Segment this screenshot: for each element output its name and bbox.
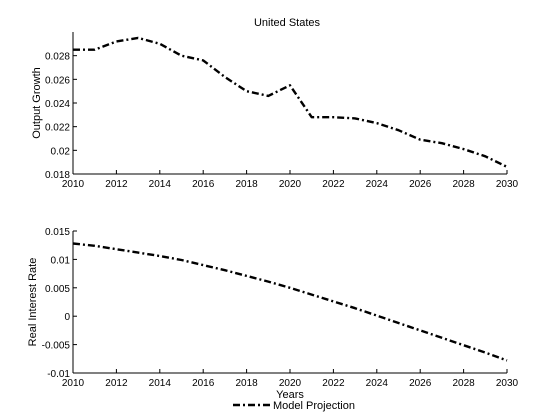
- data-point: [333, 117, 334, 118]
- data-point: [355, 308, 356, 309]
- y-tick-label: 0.026: [45, 75, 70, 86]
- data-point: [289, 85, 290, 86]
- data-point: [224, 76, 225, 77]
- data-point: [376, 123, 377, 124]
- data-point: [94, 49, 95, 50]
- output-growth-panel: 2010 2012 2014 2016 2018 2020 2022 2024 2026 2028…: [31, 32, 519, 190]
- data-point: [289, 287, 290, 288]
- series-line-model-projection: [72, 242, 508, 362]
- data-point: [485, 352, 486, 353]
- data-point: [116, 249, 117, 250]
- chart-title: United States: [254, 17, 321, 29]
- x-tick-label: 2028: [452, 179, 475, 190]
- x-tick-label: 2012: [105, 179, 128, 190]
- data-point: [398, 130, 399, 131]
- legend-label: Model Projection: [273, 400, 355, 412]
- y-axis-label: Output Growth: [31, 67, 43, 139]
- x-tick-label: 2016: [192, 378, 215, 389]
- data-point: [355, 118, 356, 119]
- data-point: [311, 117, 312, 118]
- legend: Model Projection: [233, 400, 355, 412]
- y-tick-label: 0.005: [45, 284, 70, 295]
- x-tick-label: 2010: [62, 179, 85, 190]
- data-point: [138, 37, 139, 38]
- data-point: [268, 281, 269, 282]
- data-point: [159, 255, 160, 256]
- x-tick-label: 2022: [322, 378, 345, 389]
- x-tick-label: 2014: [149, 179, 172, 190]
- y-tick-label: 0.015: [45, 227, 70, 238]
- x-tick-label: 2018: [235, 378, 258, 389]
- data-point: [441, 143, 442, 144]
- x-tick-label: 2014: [149, 378, 172, 389]
- data-point: [398, 322, 399, 323]
- data-point: [203, 264, 204, 265]
- y-tick-label: 0.018: [45, 170, 70, 181]
- x-tick-label: 2028: [452, 378, 475, 389]
- data-point: [159, 43, 160, 44]
- data-point: [138, 252, 139, 253]
- data-point: [420, 139, 421, 140]
- y-tick-label: 0.022: [45, 123, 70, 134]
- data-point: [94, 245, 95, 246]
- data-point: [333, 301, 334, 302]
- data-point: [463, 149, 464, 150]
- y-tick-label: 0.01: [51, 255, 71, 266]
- data-point: [72, 49, 73, 50]
- x-tick-label: 2030: [496, 179, 519, 190]
- data-point: [181, 55, 182, 56]
- x-tick-label: 2016: [192, 179, 215, 190]
- x-tick-label: 2026: [409, 179, 432, 190]
- y-axis-label: Real Interest Rate: [27, 258, 39, 347]
- data-point: [441, 337, 442, 338]
- x-tick-label: 2024: [366, 179, 389, 190]
- y-tick-label: 0: [64, 312, 70, 323]
- series-line-model-projection: [73, 36, 508, 168]
- data-point: [203, 60, 204, 61]
- x-tick-label: 2022: [322, 179, 345, 190]
- data-point: [311, 294, 312, 295]
- data-point: [485, 156, 486, 157]
- y-tick-label: 0.028: [45, 52, 70, 63]
- data-point: [72, 243, 73, 244]
- data-point: [268, 95, 269, 96]
- x-tick-label: 2012: [105, 378, 128, 389]
- y-tick-label: 0.02: [51, 146, 71, 157]
- data-point: [246, 91, 247, 92]
- data-point: [506, 166, 507, 167]
- data-point: [181, 259, 182, 260]
- x-tick-label: 2018: [235, 179, 258, 190]
- x-tick-label: 2030: [496, 378, 519, 389]
- data-point: [376, 315, 377, 316]
- x-tick-label: 2020: [279, 179, 302, 190]
- x-axis-label: Years: [276, 389, 304, 401]
- x-tick-label: 2024: [366, 378, 389, 389]
- y-tick-label: -0.005: [42, 341, 71, 352]
- x-tick-label: 2020: [279, 378, 302, 389]
- y-tick-label: 0.024: [45, 99, 70, 110]
- data-point: [116, 41, 117, 42]
- data-point: [506, 360, 507, 361]
- data-point: [246, 275, 247, 276]
- data-point: [420, 330, 421, 331]
- x-tick-label: 2026: [409, 378, 432, 389]
- real-interest-rate-panel: 2010 2012 2014 2016 2018 2020 2022 2024 2026 2028…: [27, 227, 519, 401]
- data-point: [463, 345, 464, 346]
- data-point: [224, 270, 225, 271]
- y-tick-label: -0.01: [47, 369, 70, 380]
- x-tick-label: 2010: [62, 378, 85, 389]
